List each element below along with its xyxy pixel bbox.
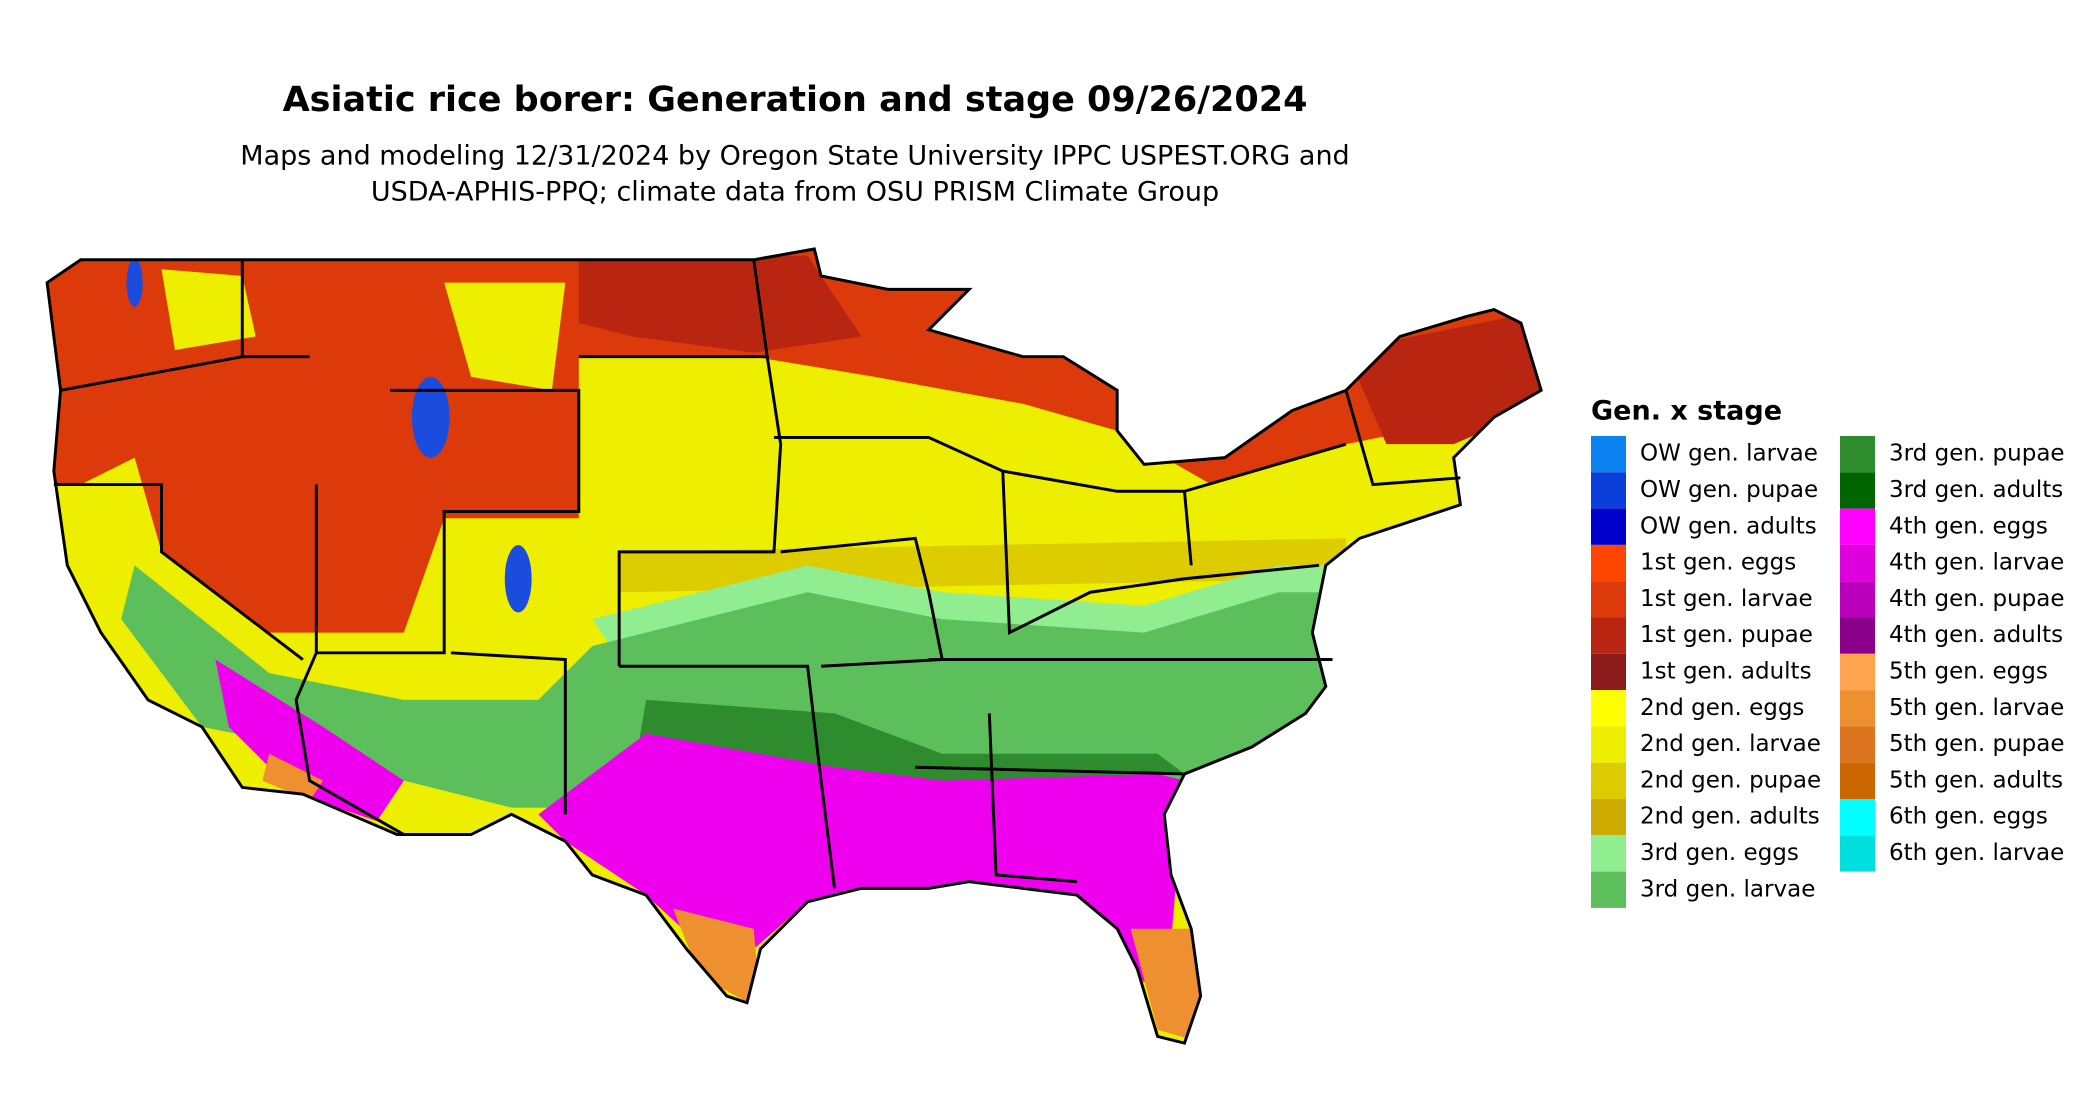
legend-label: 2nd gen. larvae: [1640, 731, 1821, 757]
title: Asiatic rice borer: Generation and stage…: [283, 80, 1308, 120]
subtitle: Maps and modeling 12/31/2024 by Oregon S…: [240, 141, 1349, 172]
legend-title: Gen. x stage: [1591, 396, 1782, 427]
map: [45, 247, 1543, 1045]
legend-swatch: [1591, 871, 1626, 908]
legend-label: OW gen. adults: [1640, 513, 1817, 539]
legend-swatch: [1840, 726, 1875, 763]
legend-swatch: [1591, 653, 1626, 691]
legend-swatch: [1840, 617, 1875, 654]
legend-label: 6th gen. eggs: [1889, 804, 2048, 830]
legend-swatch: [1591, 436, 1626, 473]
legend-label: 4th gen. pupae: [1889, 586, 2065, 612]
legend-swatch: [1591, 544, 1626, 582]
legend-label: 1st gen. pupae: [1640, 622, 1813, 648]
legend-swatch: [1840, 436, 1875, 473]
legend-label: OW gen. larvae: [1640, 441, 1818, 467]
legend-label: 5th gen. adults: [1889, 767, 2063, 793]
legend-label: 4th gen. eggs: [1889, 513, 2048, 539]
legend-label: 5th gen. larvae: [1889, 695, 2064, 721]
legend-swatch: [1840, 653, 1875, 691]
legend-label: 6th gen. larvae: [1889, 840, 2064, 866]
legend-label: 4th gen. adults: [1889, 622, 2063, 648]
legend-label: 3rd gen. eggs: [1640, 840, 1799, 866]
state-borders: [45, 247, 1543, 1045]
legend-swatch: [1840, 835, 1875, 872]
legend-swatch: [1840, 544, 1875, 582]
legend-swatch: [1591, 690, 1626, 727]
legend-label: 1st gen. eggs: [1640, 550, 1796, 576]
legend-swatch: [1840, 508, 1875, 545]
legend-swatch: [1591, 799, 1626, 836]
legend-swatch: [1840, 581, 1875, 618]
legend-swatch: [1591, 835, 1626, 872]
legend-label: 1st gen. adults: [1640, 658, 1812, 684]
legend-swatch: [1591, 581, 1626, 618]
legend-label: 4th gen. larvae: [1889, 550, 2064, 576]
legend-swatch: [1840, 690, 1875, 727]
legend-swatch: [1591, 726, 1626, 763]
legend-label: 3rd gen. adults: [1889, 477, 2063, 503]
legend-label: OW gen. pupae: [1640, 477, 1818, 503]
legend-swatch: [1840, 762, 1875, 799]
legend-label: 1st gen. larvae: [1640, 586, 1813, 612]
legend-label: 2nd gen. pupae: [1640, 767, 1821, 793]
legend-label: 3rd gen. larvae: [1640, 876, 1815, 902]
legend-label: 2nd gen. eggs: [1640, 695, 1804, 721]
legend-swatch: [1591, 472, 1626, 509]
legend-swatch: [1591, 762, 1626, 799]
legend-swatch: [1840, 472, 1875, 509]
legend-swatch: [1840, 799, 1875, 836]
subtitle: USDA-APHIS-PPQ; climate data from OSU PR…: [371, 177, 1219, 208]
legend-label: 3rd gen. pupae: [1889, 441, 2065, 467]
legend-label: 5th gen. eggs: [1889, 658, 2048, 684]
legend-label: 5th gen. pupae: [1889, 731, 2065, 757]
legend-swatch: [1591, 617, 1626, 654]
legend-label: 2nd gen. adults: [1640, 804, 1820, 830]
legend-swatch: [1591, 508, 1626, 545]
legend: OW gen. larvae OW gen. pupae OW gen. adult…: [1591, 436, 2065, 908]
